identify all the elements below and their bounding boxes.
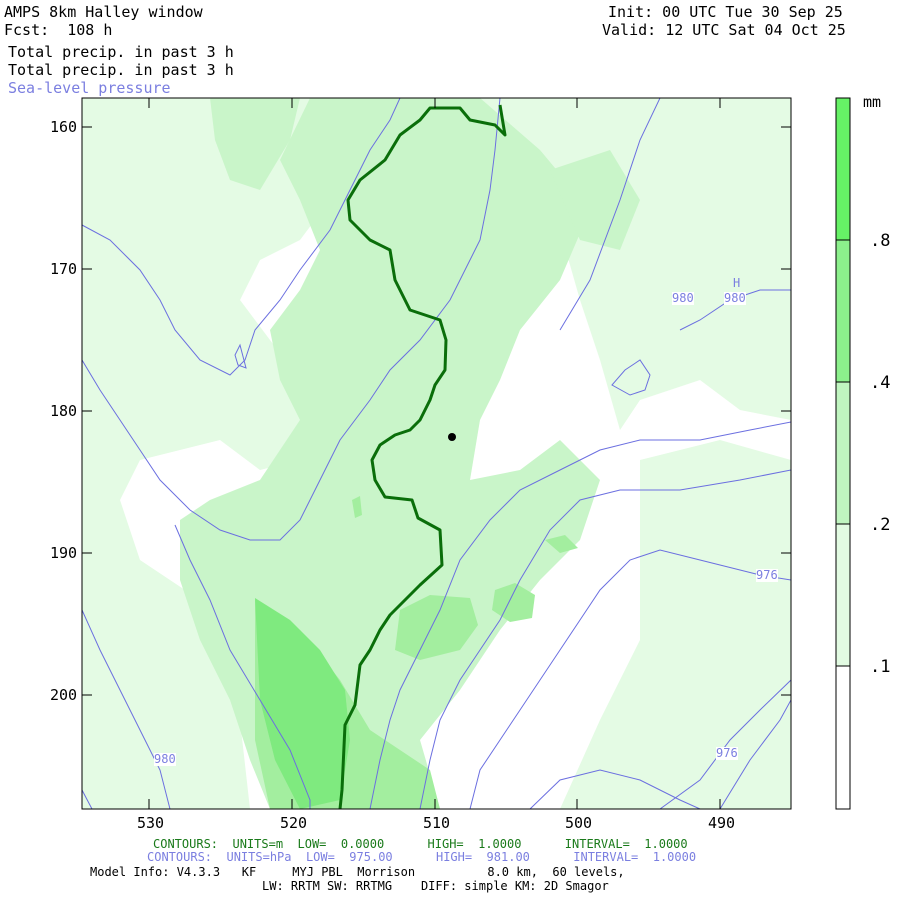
isobar-label: 976: [756, 568, 778, 582]
x-tick-label: 500: [565, 814, 593, 832]
model-info-physics: LW: RRTM SW: RRTMG DIFF: simple KM: 2D S…: [262, 879, 609, 893]
map-title: AMPS 8km Halley window: [4, 3, 203, 21]
colorbar-band-1: [836, 98, 850, 240]
field-label-2: Total precip. in past 3 h: [8, 61, 234, 79]
x-ticks: [148, 98, 721, 809]
colorbar-label: .1: [870, 657, 891, 677]
colorbar-label: .4: [870, 373, 891, 393]
station-marker: [448, 433, 456, 441]
field-label-1: Total precip. in past 3 h: [8, 43, 234, 61]
colorbar-band-4: [836, 524, 850, 666]
x-tick-label: 520: [280, 814, 308, 832]
isobar-label: 980: [724, 291, 746, 305]
x-tick-label: 510: [423, 814, 451, 832]
colorbar-label: .8: [870, 231, 891, 251]
precip-medium-area-3: [550, 150, 640, 250]
precip-field: [82, 98, 791, 809]
precip-light-area-3: [560, 440, 791, 809]
y-tick-label: 200: [50, 686, 78, 704]
colorbar-band-5: [836, 666, 850, 809]
y-tick-label: 170: [50, 260, 78, 278]
high-pressure-marker: H: [733, 276, 741, 290]
y-ticks: [82, 126, 791, 696]
precip-strong-area-2: [395, 595, 478, 660]
y-tick-label: 180: [50, 402, 78, 420]
isobars: [82, 98, 791, 809]
map-frame: [81, 97, 792, 810]
isobar-label: 980: [154, 752, 176, 766]
isobar-label: 976: [716, 746, 738, 760]
precip-strong-area-5: [352, 496, 362, 518]
precip-medium-area-2: [210, 98, 300, 190]
precip-strong-area-4: [545, 535, 578, 553]
colorbar-band-3: [836, 382, 850, 524]
y-tick-label: 190: [50, 544, 78, 562]
model-info: Model Info: V4.3.3 KF MYJ PBL Morrison 8…: [90, 865, 625, 879]
contours-coast-info: CONTOURS: UNITS=m LOW= 0.0000 HIGH= 1.00…: [153, 837, 688, 851]
coastline: [338, 104, 507, 809]
precip-strong-area-3: [492, 583, 535, 622]
x-tick-label: 490: [708, 814, 736, 832]
colorbar-label: .2: [870, 515, 891, 535]
valid-time: Valid: 12 UTC Sat 04 Oct 25: [602, 21, 846, 39]
field-label-pressure: Sea-level pressure: [8, 79, 171, 97]
isobar-label: 980: [672, 291, 694, 305]
x-tick-label: 530: [137, 814, 165, 832]
init-time: Init: 00 UTC Tue 30 Sep 25: [608, 3, 843, 21]
forecast-hour: Fcst: 108 h: [4, 21, 113, 39]
contours-pressure-info: CONTOURS: UNITS=hPa LOW= 975.00 HIGH= 98…: [147, 850, 697, 864]
colorbar: [835, 97, 851, 810]
precip-light-area: [82, 98, 791, 809]
precip-heavy-area: [255, 598, 350, 809]
colorbar-unit: mm: [863, 93, 882, 111]
y-tick-label: 160: [50, 118, 78, 136]
colorbar-band-2: [836, 240, 850, 382]
